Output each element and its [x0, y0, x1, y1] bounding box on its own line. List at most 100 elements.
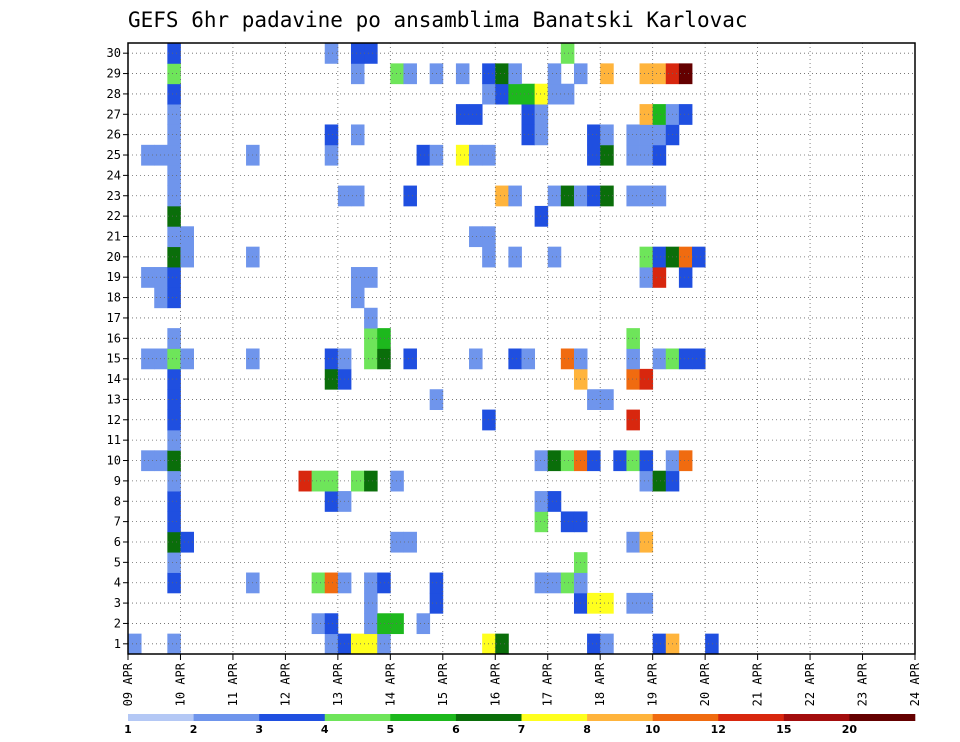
- heatmap-cell: [534, 572, 549, 594]
- y-tick-label: 8: [114, 494, 121, 508]
- heatmap-cell: [560, 185, 575, 207]
- heatmap-cell: [167, 348, 181, 370]
- y-tick-label: 7: [114, 515, 121, 529]
- heatmap-cell: [128, 633, 142, 655]
- heatmap-cell: [626, 124, 640, 146]
- colorbar-label: 20: [842, 723, 858, 736]
- heatmap-cell: [455, 104, 470, 125]
- heatmap-cell: [639, 368, 654, 390]
- colorbar-label: 7: [518, 723, 526, 736]
- colorbar-segment: [455, 714, 522, 721]
- heatmap-cell: [403, 348, 417, 370]
- heatmap-cell: [167, 368, 181, 390]
- heatmap-cell: [652, 633, 667, 655]
- heatmap-cell: [469, 226, 483, 248]
- heatmap-cell: [547, 185, 562, 207]
- y-tick-label: 25: [107, 148, 121, 162]
- heatmap-cell: [324, 613, 339, 635]
- heatmap-cell: [390, 531, 404, 553]
- heatmap-cell: [587, 389, 601, 410]
- heatmap-cell: [678, 104, 693, 125]
- heatmap-cell: [167, 450, 181, 472]
- heatmap-cell: [364, 470, 378, 492]
- heatmap-cell: [639, 63, 654, 85]
- heatmap-cell: [364, 572, 378, 594]
- x-tick-label: 19 APR: [646, 662, 660, 706]
- heatmap-cell: [469, 104, 483, 125]
- heatmap-cell: [350, 267, 365, 288]
- heatmap-cell: [547, 491, 562, 512]
- heatmap-cell: [141, 450, 155, 472]
- heatmap-cell: [639, 185, 654, 207]
- heatmap-cell: [377, 633, 391, 655]
- heatmap-cell: [639, 246, 654, 268]
- heatmap-cell: [626, 450, 640, 472]
- y-tick-label: 13: [107, 392, 121, 406]
- heatmap-cell: [167, 267, 181, 288]
- heatmap-cell: [350, 43, 365, 64]
- colorbar-segment: [652, 714, 719, 721]
- y-tick-label: 26: [107, 128, 121, 142]
- y-tick-label: 20: [107, 250, 121, 264]
- heatmap-cell: [639, 104, 654, 125]
- heatmap-cell: [167, 63, 181, 85]
- heatmap-cell: [587, 185, 601, 207]
- heatmap-cell: [652, 348, 667, 370]
- x-tick-label: 15 APR: [436, 662, 450, 706]
- colorbar: 1 2 3 4 5 6 7 8 10 12 15 20: [124, 714, 916, 736]
- heatmap-cell: [639, 144, 654, 166]
- colorbar-segment: [324, 714, 391, 721]
- heatmap-cell: [311, 470, 326, 492]
- heatmap-cell: [167, 429, 181, 451]
- heatmap-cell: [377, 348, 391, 370]
- colorbar-label: 12: [711, 723, 726, 736]
- heatmap-cell: [587, 144, 601, 166]
- heatmap-cell: [639, 592, 654, 614]
- heatmap-cell: [167, 124, 181, 146]
- heatmap-cell: [324, 491, 339, 512]
- heatmap-cell: [639, 470, 654, 492]
- colorbar-segment: [128, 714, 194, 721]
- heatmap-cell: [364, 613, 378, 635]
- y-tick-label: 9: [114, 474, 121, 488]
- heatmap-cell: [167, 552, 181, 573]
- heatmap-cell: [692, 348, 706, 370]
- heatmap-cell: [639, 124, 654, 146]
- heatmap-cell: [403, 185, 417, 207]
- heatmap-cell: [534, 450, 549, 472]
- heatmap-cell: [508, 185, 522, 207]
- heatmap-cell: [364, 592, 378, 614]
- y-tick-label: 4: [114, 576, 121, 590]
- x-tick-label: 14 APR: [383, 662, 397, 706]
- heatmap-cell: [678, 450, 693, 472]
- heatmap-cell: [626, 592, 640, 614]
- heatmap-cell: [626, 185, 640, 207]
- heatmap-cell: [141, 348, 155, 370]
- heatmap-cell: [560, 572, 575, 594]
- heatmap-cell: [324, 470, 339, 492]
- heatmap-cell: [534, 491, 549, 512]
- heatmap-cell: [547, 83, 562, 105]
- heatmap-cell: [350, 633, 365, 655]
- colorbar-segment: [193, 714, 260, 721]
- y-tick-label: 3: [114, 596, 121, 610]
- heatmap-cell: [508, 83, 522, 105]
- y-tick-label: 29: [107, 67, 121, 81]
- heatmap-cell: [324, 368, 339, 390]
- heatmap-cell: [390, 63, 404, 85]
- heatmap-cell: [678, 63, 693, 85]
- heatmap-cell: [377, 572, 391, 594]
- heatmap-cell: [600, 633, 614, 655]
- heatmap-cell: [311, 572, 326, 594]
- heatmap-cell: [324, 633, 339, 655]
- heatmap-cell: [364, 328, 378, 349]
- heatmap-cell: [455, 63, 470, 85]
- heatmap-cell: [534, 205, 549, 227]
- heatmap-cell: [560, 83, 575, 105]
- heatmap-cell: [508, 63, 522, 85]
- heatmap-cell: [587, 592, 601, 614]
- heatmap-cell: [403, 63, 417, 85]
- y-tick-label: 5: [114, 555, 121, 569]
- x-tick-label: 21 APR: [751, 662, 765, 706]
